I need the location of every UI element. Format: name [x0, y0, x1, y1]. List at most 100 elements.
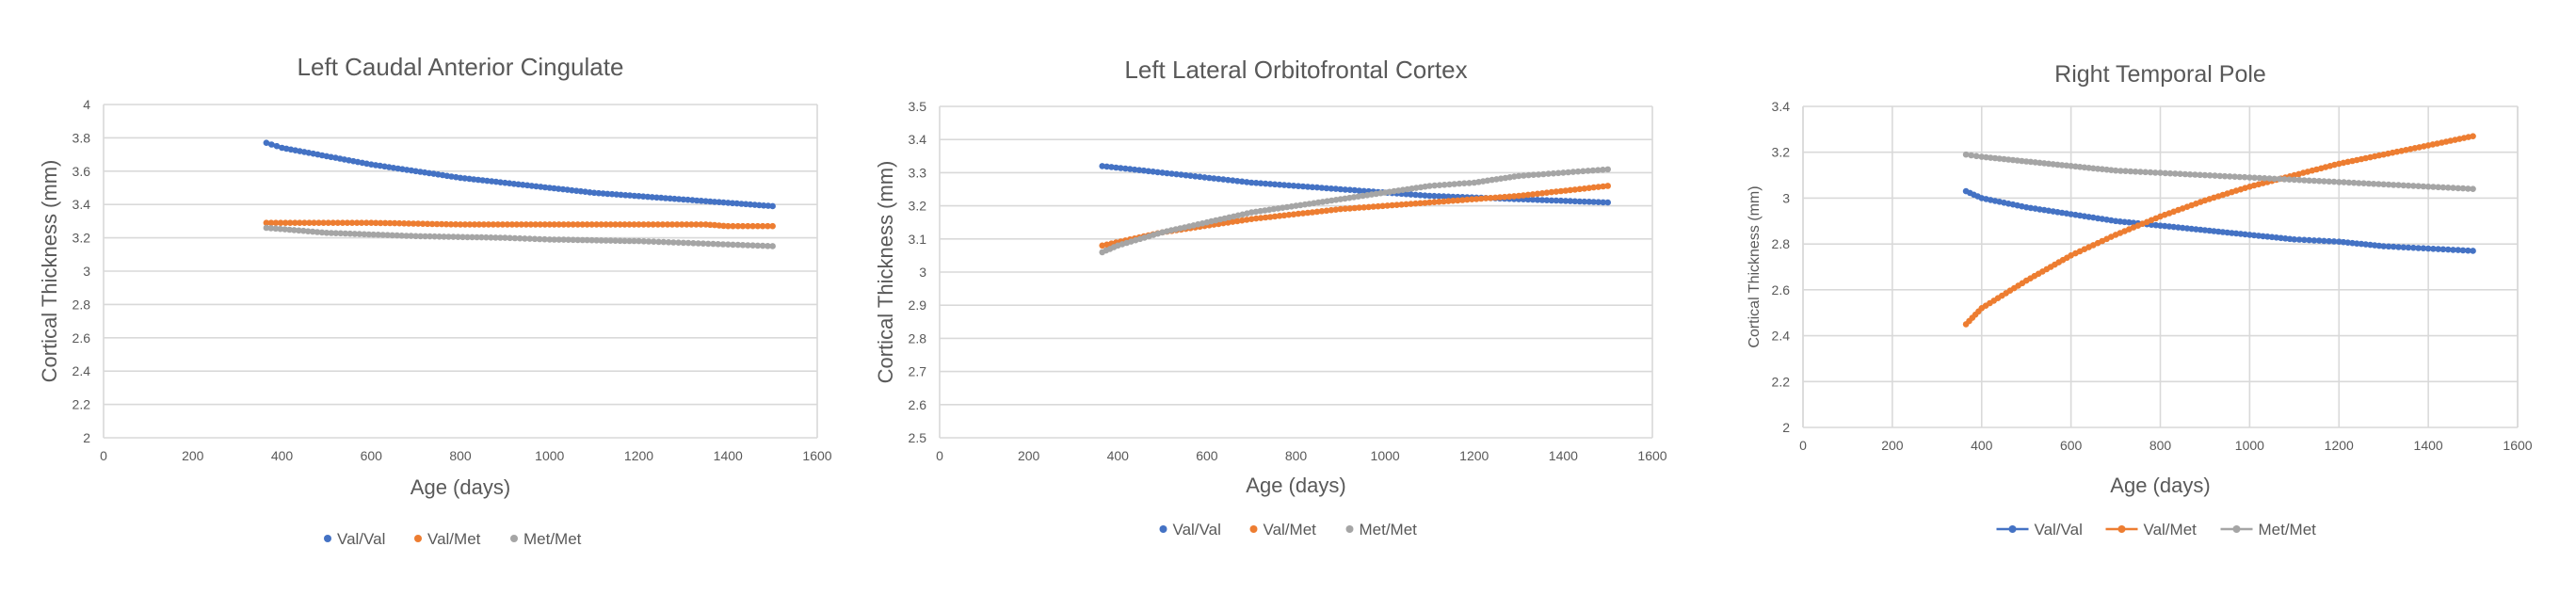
data-point: [665, 238, 672, 246]
data-point: [1271, 213, 1279, 220]
data-point: [1230, 218, 1236, 225]
data-point: [621, 237, 628, 245]
data-point: [2286, 176, 2293, 183]
data-point: [2076, 164, 2084, 170]
data-point: [291, 227, 298, 233]
series-val-met: [263, 219, 776, 230]
data-point: [2400, 244, 2407, 251]
x-tick-label: 200: [182, 448, 204, 463]
data-point: [2117, 218, 2124, 225]
legend-item-val-val: Val/Val: [324, 530, 385, 548]
data-point: [2315, 237, 2323, 244]
data-point: [1164, 169, 1170, 177]
data-point: [1351, 204, 1359, 212]
legend-marker-icon: [1249, 525, 1258, 533]
data-point: [2435, 246, 2441, 252]
data-point: [2390, 243, 2397, 250]
data-point: [749, 242, 756, 249]
data-point: [1529, 191, 1537, 198]
data-point: [640, 221, 647, 228]
data-point: [1375, 202, 1381, 210]
data-point: [702, 198, 709, 204]
x-tick-label: 1200: [1459, 448, 1489, 463]
data-point: [394, 232, 401, 239]
data-point: [1604, 166, 1611, 173]
data-point: [1211, 175, 1217, 182]
data-point: [639, 193, 647, 200]
data-point: [655, 238, 662, 246]
data-point: [1384, 202, 1391, 209]
legend-label: Val/Val: [1173, 521, 1221, 539]
data-point: [436, 233, 443, 240]
data-point: [1243, 217, 1250, 223]
data-point: [675, 239, 682, 246]
legend-label: Val/Val: [2035, 521, 2083, 539]
data-point: [631, 192, 638, 200]
data-point: [688, 221, 695, 228]
data-point: [339, 219, 346, 226]
data-point: [560, 221, 567, 228]
data-point: [334, 219, 342, 226]
data-point: [1351, 186, 1359, 194]
data-point: [304, 228, 312, 234]
data-point: [2099, 166, 2106, 172]
data-point: [368, 219, 375, 226]
data-point: [598, 237, 604, 244]
data-point: [1560, 169, 1567, 176]
data-point: [2231, 173, 2238, 180]
data-point: [1570, 169, 1577, 175]
data-point: [733, 200, 740, 207]
data-point: [590, 189, 598, 197]
data-point: [1131, 166, 1138, 173]
data-point: [660, 238, 668, 246]
data-point: [1145, 168, 1152, 175]
data-point: [1342, 205, 1349, 212]
x-tick-label: 600: [2060, 438, 2083, 453]
data-point: [631, 237, 637, 245]
data-point: [678, 221, 685, 228]
data-point: [1225, 219, 1232, 226]
data-point: [584, 236, 590, 244]
data-point: [1436, 182, 1443, 188]
data-point: [1370, 203, 1377, 210]
data-point: [1515, 172, 1522, 180]
data-point: [1309, 209, 1316, 216]
data-point: [2306, 177, 2312, 185]
data-point: [636, 221, 642, 228]
data-point: [1538, 190, 1546, 197]
data-point: [1118, 165, 1124, 171]
data-point: [1604, 199, 1611, 206]
data-point: [488, 234, 494, 241]
data-point: [765, 222, 771, 230]
legend-item-val-met: Val/Met: [414, 530, 481, 548]
data-point: [695, 240, 701, 247]
chart-panel-1: 2 2.2 2.4 2.6 2.8 3 3.2 3.4 3.6 3.8 4 0 200 400 600 800…: [38, 53, 832, 548]
data-point: [604, 190, 611, 198]
data-point: [365, 231, 373, 238]
data-point: [1595, 199, 1602, 205]
data-point: [457, 221, 464, 228]
data-point: [386, 219, 394, 227]
data-point: [2344, 239, 2351, 246]
data-point: [1318, 208, 1326, 215]
data-point: [474, 233, 480, 241]
x-tick-label: 1000: [2235, 438, 2264, 453]
data-point: [1530, 171, 1538, 178]
data-point: [1487, 195, 1494, 201]
data-point: [2455, 185, 2462, 192]
y-tick-label: 3.4: [1772, 99, 1791, 114]
data-point: [664, 221, 671, 228]
data-point: [2470, 248, 2476, 254]
data-point: [2212, 172, 2218, 179]
x-tick-label: 0: [100, 448, 107, 463]
data-point: [272, 219, 280, 226]
data-point: [579, 221, 586, 228]
data-point: [1445, 198, 1452, 204]
x-tick-label: 1600: [2503, 438, 2532, 453]
data-point: [1365, 203, 1372, 211]
series-met-met: [1962, 151, 2476, 192]
data-point: [2341, 179, 2347, 185]
data-point: [1201, 174, 1208, 181]
data-point: [1459, 197, 1466, 203]
data-point: [2201, 171, 2209, 179]
